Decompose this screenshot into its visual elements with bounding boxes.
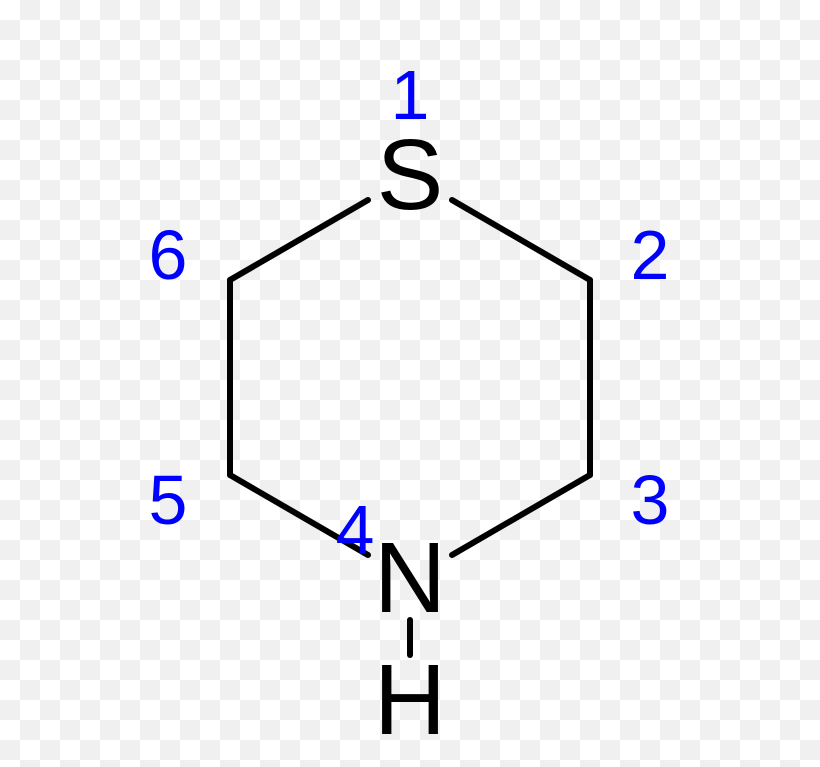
position-label-2: 2 — [631, 220, 670, 290]
position-label-6: 6 — [149, 220, 188, 290]
position-label-3: 3 — [631, 465, 670, 535]
atom-h: H — [374, 650, 446, 750]
bond — [452, 200, 590, 280]
position-label-5: 5 — [149, 465, 188, 535]
position-label-1: 1 — [391, 60, 430, 130]
atom-n: N — [374, 528, 446, 628]
diagram-canvas: S NH 1 2 3 4 5 6 — [0, 0, 820, 767]
bond — [230, 200, 368, 280]
bond — [452, 475, 590, 555]
atom-s: S — [377, 125, 444, 225]
position-label-4: 4 — [336, 495, 375, 565]
